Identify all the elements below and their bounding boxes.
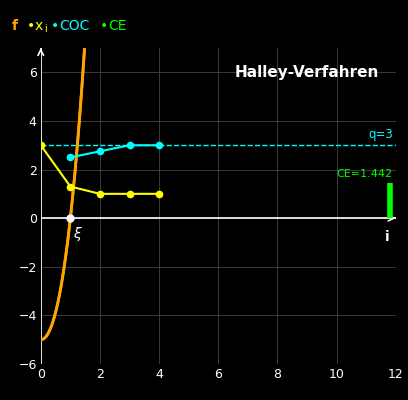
Text: ξ: ξ — [73, 227, 81, 241]
Point — [126, 191, 133, 197]
Point — [67, 215, 73, 221]
Text: q=3: q=3 — [368, 128, 393, 141]
Text: CE=1.442: CE=1.442 — [337, 170, 393, 180]
Point — [67, 154, 73, 160]
Text: •: • — [100, 19, 108, 33]
Point — [156, 142, 162, 148]
Text: f: f — [12, 19, 18, 33]
Text: •: • — [27, 19, 35, 33]
Point — [67, 183, 73, 190]
Point — [38, 142, 44, 148]
Text: i: i — [385, 230, 389, 244]
Text: x: x — [35, 19, 43, 33]
Point — [126, 142, 133, 148]
Text: Halley-Verfahren: Halley-Verfahren — [235, 65, 379, 80]
Point — [156, 191, 162, 197]
Text: i: i — [44, 24, 47, 34]
Text: CE: CE — [108, 19, 126, 33]
Point — [97, 191, 103, 197]
Point — [97, 148, 103, 154]
Text: COC: COC — [59, 19, 89, 33]
Text: •: • — [51, 19, 59, 33]
